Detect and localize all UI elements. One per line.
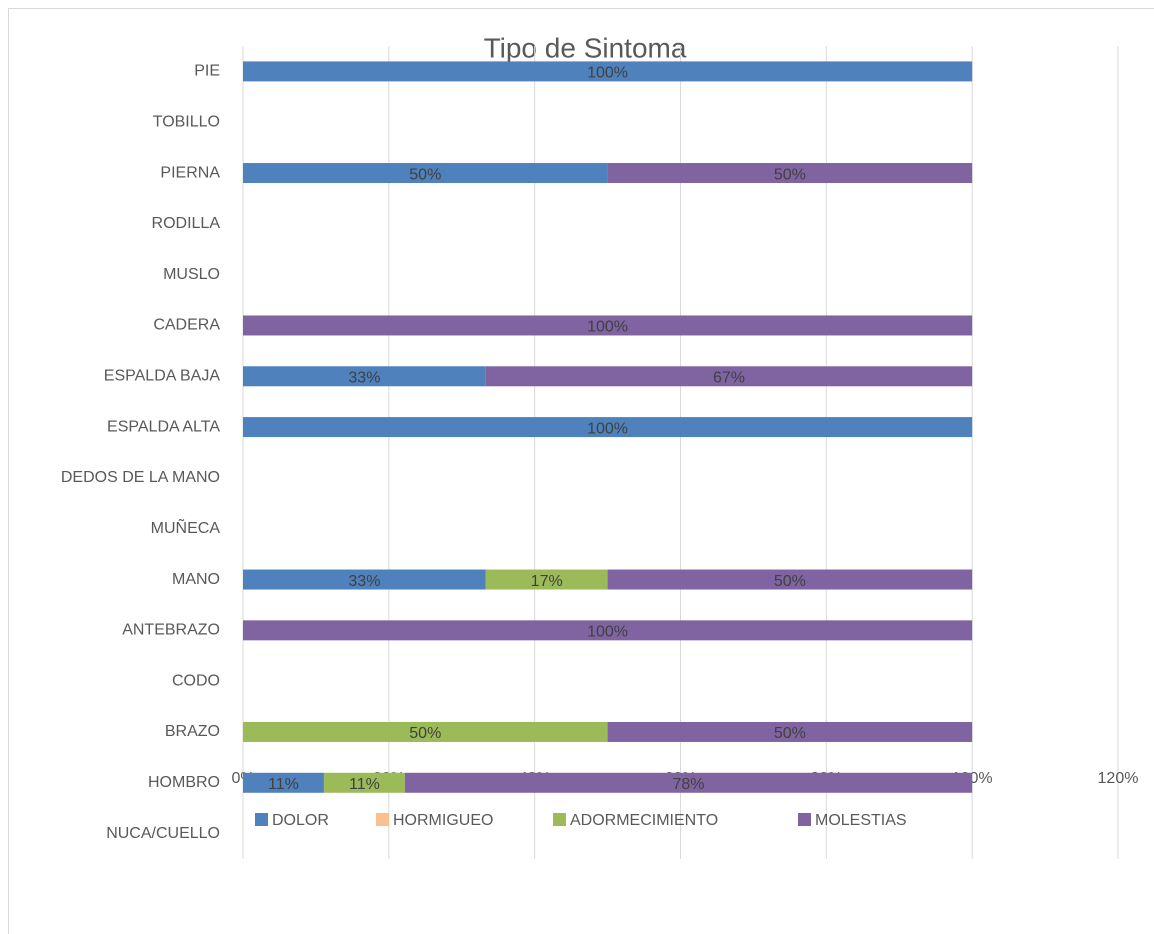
data-label: 11%	[268, 776, 299, 793]
bar-segment	[243, 315, 973, 336]
y-tick-label: MANO	[172, 571, 220, 588]
chart-title: Tipo de Sintoma	[484, 32, 687, 63]
bar-segment	[323, 772, 405, 793]
data-label: 50%	[774, 573, 806, 590]
data-label: 100%	[587, 65, 628, 82]
y-tick-label: MUSLO	[163, 266, 220, 283]
data-label: 100%	[587, 624, 628, 641]
data-label: 50%	[774, 166, 806, 183]
legend-label: ADORMECIMIENTO	[570, 812, 718, 829]
bar-segment	[485, 366, 973, 387]
bar-segment	[243, 620, 973, 641]
data-label: 33%	[348, 370, 380, 387]
legend-swatch	[376, 813, 389, 826]
bar-segment	[607, 163, 973, 184]
data-label: 50%	[774, 725, 806, 742]
data-label: 50%	[409, 725, 441, 742]
bar-segment	[243, 772, 324, 793]
bar-segment	[243, 569, 486, 590]
y-tick-label: ANTEBRAZO	[122, 622, 220, 639]
legend-label: DOLOR	[272, 812, 329, 829]
y-tick-label: PIE	[194, 63, 220, 80]
y-tick-label: PIERNA	[160, 164, 220, 181]
y-tick-label: TOBILLO	[153, 113, 220, 130]
y-tick-label: NUCA/CUELLO	[106, 825, 220, 842]
bar-segment	[243, 61, 973, 82]
y-tick-label: ESPALDA ALTA	[107, 418, 220, 435]
bar-segment	[243, 163, 608, 184]
y-tick-label: CODO	[172, 672, 220, 689]
y-tick-label: CADERA	[153, 317, 220, 334]
y-tick-label: DEDOS DE LA MANO	[61, 469, 220, 486]
data-label: 17%	[531, 573, 563, 590]
bar-segment	[485, 569, 608, 590]
bar-segment	[607, 569, 973, 590]
bar-segment	[243, 721, 608, 742]
data-label: 50%	[409, 166, 441, 183]
legend-swatch	[798, 813, 811, 826]
legend-swatch	[553, 813, 566, 826]
data-label: 78%	[673, 776, 705, 793]
data-label: 33%	[348, 573, 380, 590]
data-label: 11%	[349, 776, 380, 793]
x-tick-label: 120%	[1098, 770, 1139, 787]
bar-segment	[243, 366, 486, 387]
data-label: 100%	[587, 319, 628, 336]
bar-segment	[607, 721, 973, 742]
bar-segment	[243, 417, 973, 438]
y-tick-label: MUÑECA	[151, 517, 221, 537]
y-tick-label: RODILLA	[152, 215, 221, 232]
legend-swatch	[255, 813, 268, 826]
data-label: 67%	[713, 370, 745, 387]
legend-label: HORMIGUEO	[393, 812, 493, 829]
bar-segment	[404, 772, 973, 793]
data-label: 100%	[587, 420, 628, 437]
y-tick-label: HOMBRO	[148, 774, 220, 791]
legend-label: MOLESTIAS	[815, 812, 907, 829]
y-tick-label: BRAZO	[165, 723, 220, 740]
y-tick-label: ESPALDA BAJA	[104, 368, 221, 385]
